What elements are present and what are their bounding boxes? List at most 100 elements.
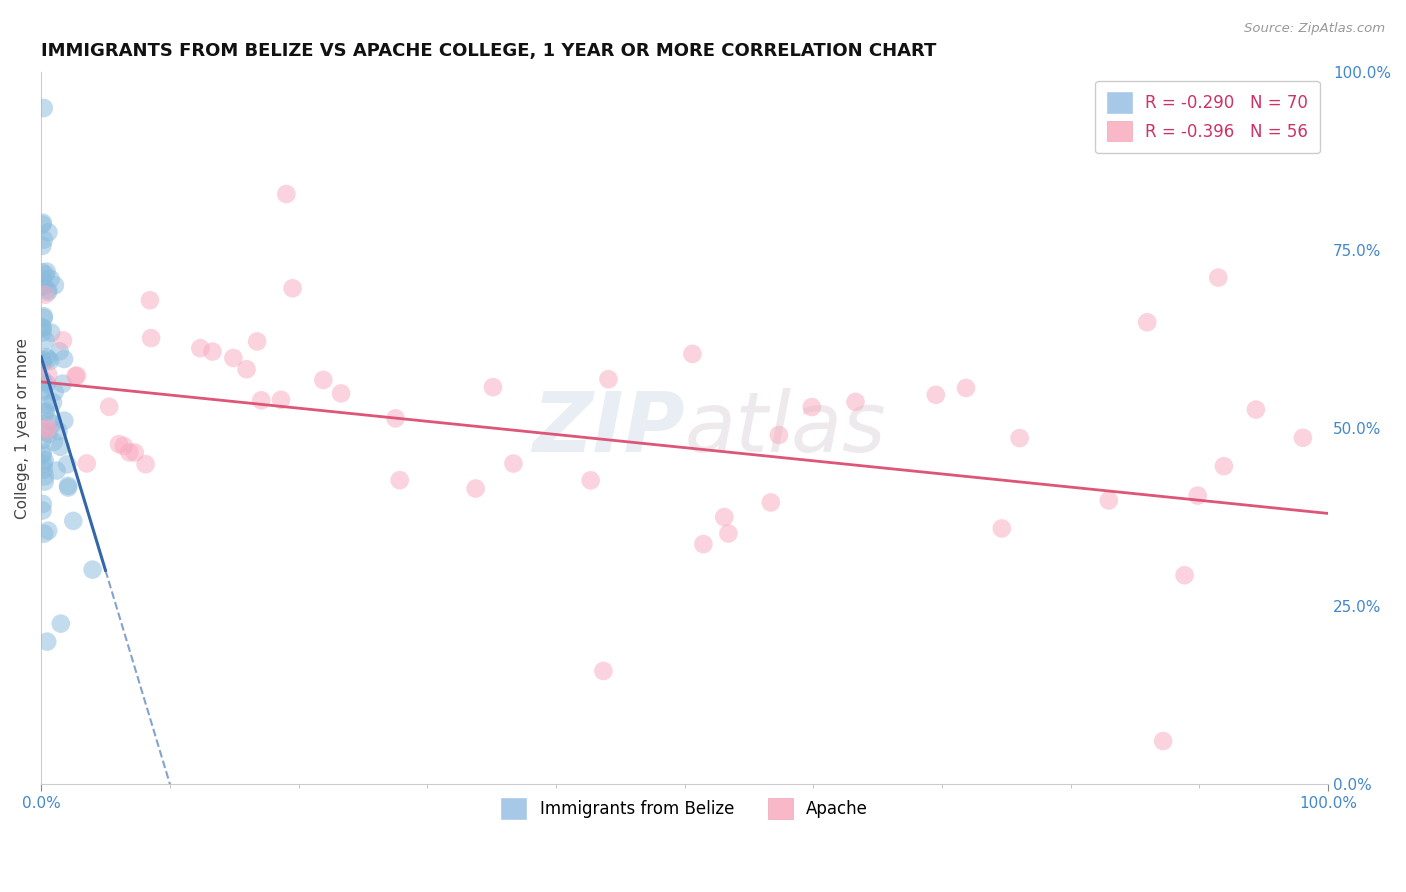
Point	[276, 187, 298, 202]
Point	[38, 414, 60, 428]
Point	[31, 375, 53, 389]
Point	[713, 510, 735, 524]
Point	[44, 278, 66, 293]
Text: IMMIGRANTS FROM BELIZE VS APACHE COLLEGE, 1 YEAR OR MORE CORRELATION CHART: IMMIGRANTS FROM BELIZE VS APACHE COLLEGE…	[41, 42, 936, 60]
Point	[32, 101, 55, 115]
Point	[281, 281, 304, 295]
Point	[31, 320, 53, 334]
Point	[330, 386, 353, 401]
Point	[49, 440, 72, 454]
Legend: Immigrants from Belize, Apache: Immigrants from Belize, Apache	[495, 791, 875, 825]
Point	[35, 376, 58, 391]
Point	[32, 233, 55, 247]
Point	[37, 421, 59, 435]
Point	[49, 616, 72, 631]
Point	[53, 414, 76, 428]
Point	[34, 453, 56, 467]
Point	[270, 392, 292, 407]
Point	[34, 268, 56, 282]
Point	[717, 526, 740, 541]
Point	[34, 469, 56, 483]
Point	[1244, 402, 1267, 417]
Point	[66, 368, 89, 383]
Text: ZIP: ZIP	[531, 388, 685, 468]
Point	[42, 395, 65, 409]
Point	[222, 351, 245, 365]
Point	[42, 434, 65, 449]
Point	[1212, 459, 1234, 474]
Point	[34, 404, 56, 418]
Point	[31, 354, 53, 368]
Point	[250, 393, 273, 408]
Point	[65, 368, 87, 383]
Point	[82, 563, 104, 577]
Point	[52, 334, 75, 348]
Point	[39, 272, 62, 286]
Point	[188, 341, 211, 355]
Point	[124, 445, 146, 459]
Point	[135, 457, 157, 471]
Point	[39, 354, 62, 368]
Point	[56, 481, 79, 495]
Point	[502, 457, 524, 471]
Point	[34, 334, 56, 348]
Point	[592, 664, 614, 678]
Point	[35, 405, 58, 419]
Point	[1152, 734, 1174, 748]
Point	[1136, 315, 1159, 329]
Point	[925, 388, 948, 402]
Point	[32, 279, 55, 293]
Point	[31, 272, 53, 286]
Point	[56, 458, 79, 472]
Y-axis label: College, 1 year or more: College, 1 year or more	[15, 337, 30, 518]
Point	[692, 537, 714, 551]
Point	[52, 376, 75, 391]
Point	[139, 293, 162, 308]
Point	[31, 326, 53, 340]
Point	[32, 310, 55, 324]
Point	[45, 464, 67, 478]
Point	[384, 411, 406, 425]
Point	[768, 428, 790, 442]
Point	[37, 225, 59, 239]
Point	[31, 265, 53, 279]
Point	[681, 347, 703, 361]
Point	[56, 479, 79, 493]
Point	[312, 373, 335, 387]
Point	[1174, 568, 1197, 582]
Point	[31, 448, 53, 462]
Point	[37, 427, 59, 442]
Point	[388, 473, 411, 487]
Point	[1008, 431, 1031, 445]
Point	[35, 350, 58, 364]
Point	[112, 439, 135, 453]
Point	[31, 356, 53, 370]
Point	[32, 445, 55, 459]
Point	[34, 287, 56, 301]
Point	[598, 372, 620, 386]
Point	[62, 514, 84, 528]
Point	[1292, 431, 1315, 445]
Point	[31, 372, 53, 386]
Point	[31, 279, 53, 293]
Point	[1098, 493, 1121, 508]
Point	[31, 239, 53, 253]
Text: Source: ZipAtlas.com: Source: ZipAtlas.com	[1244, 22, 1385, 36]
Point	[37, 285, 59, 299]
Point	[1187, 489, 1209, 503]
Point	[759, 495, 782, 509]
Point	[35, 423, 58, 437]
Point	[246, 334, 269, 349]
Point	[31, 216, 53, 230]
Point	[44, 384, 66, 399]
Point	[800, 400, 823, 414]
Point	[35, 265, 58, 279]
Point	[35, 398, 58, 412]
Point	[464, 482, 486, 496]
Point	[48, 424, 70, 438]
Point	[32, 310, 55, 325]
Point	[31, 218, 53, 232]
Point	[34, 475, 56, 489]
Point	[31, 384, 53, 399]
Point	[98, 400, 121, 414]
